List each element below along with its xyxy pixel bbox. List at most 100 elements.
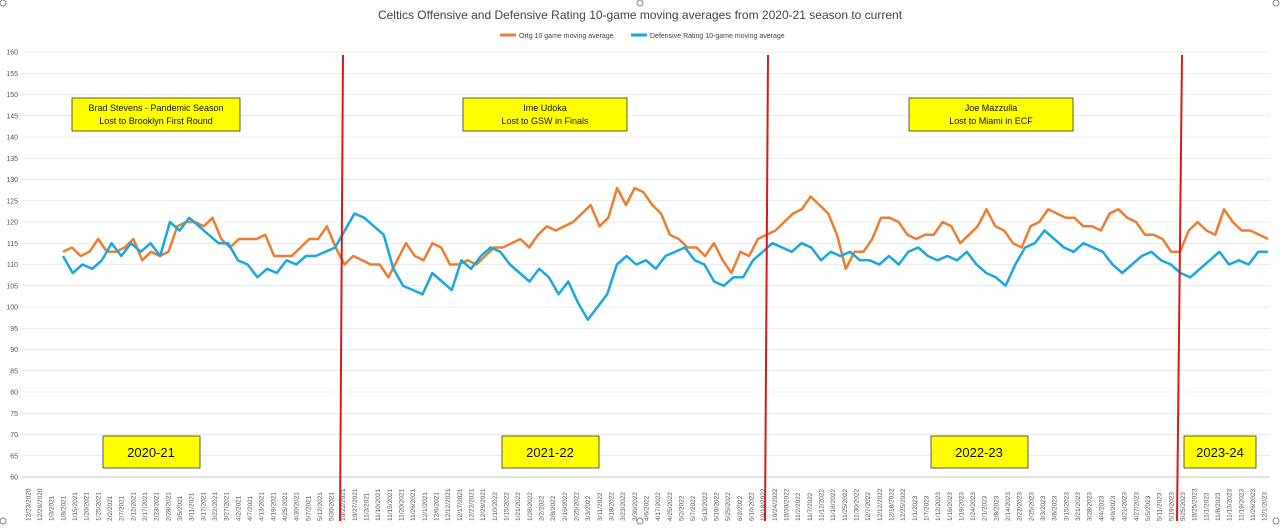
x-tick-label: 6/10/2022: [748, 492, 755, 521]
season-box-2020-21: [102, 435, 201, 469]
season-label-2020-21: 2020-21: [102, 435, 201, 469]
x-tick-label: 1/12/2023: [935, 492, 942, 521]
x-tick-label: 5/7/2022: [690, 495, 697, 521]
y-tick-label: 90: [10, 347, 18, 354]
y-tick-label: 75: [10, 411, 18, 418]
x-tick-label: 12/17/2021: [457, 488, 464, 521]
annotation-era1: Brad Stevens - Pandemic Season Lost to B…: [71, 97, 241, 132]
x-tick-label: 3/17/2021: [200, 492, 207, 521]
x-axis: 12/23/2020 12/29/2020 1/3/2021 1/8/2021 1/15…: [25, 488, 1268, 521]
x-tick-label: 3/30/2022: [632, 492, 639, 521]
y-tick-label: 120: [6, 220, 18, 227]
series-lines: [61, 186, 1269, 322]
x-tick-label: 11/8/2023: [1215, 492, 1222, 521]
x-tick-label: 5/13/2022: [702, 492, 709, 521]
x-tick-label: 3/11/2022: [597, 492, 604, 521]
selection-handle-top-right[interactable]: [1272, 0, 1280, 7]
x-tick-label: 1/16/2023: [947, 492, 954, 521]
x-tick-label: 3/28/2023: [1087, 492, 1094, 521]
legend-label-ortg: Ortg 10 game moving average: [519, 33, 614, 40]
x-tick-label: 10/22/2021: [340, 488, 347, 521]
x-tick-label: 12/12/2021: [445, 488, 452, 521]
season-box-2022-23: [930, 435, 1029, 469]
x-tick-label: 1/24/2023: [970, 492, 977, 521]
x-tick-label: 5/25/2023: [1180, 492, 1187, 521]
season-label-2021-22: 2021-22: [501, 435, 600, 469]
annotation-era1-box: [71, 97, 241, 132]
x-tick-label: 12/23/2020: [25, 488, 32, 521]
x-tick-label: 5/2/2022: [678, 495, 685, 521]
x-tick-label: 10/27/2021: [352, 488, 359, 521]
x-tick-label: 11/15/2021: [387, 489, 394, 521]
x-tick-label: 5/5/2023: [1145, 495, 1152, 521]
y-tick-label: 140: [6, 135, 18, 142]
x-tick-label: 4/25/2021: [282, 492, 289, 521]
y-axis: 60 65 70 75 80 85 90 95 100 105 110 115 120 125 130 135…: [6, 50, 1270, 482]
x-tick-label: 12/6/2021: [434, 492, 441, 521]
y-tick-label: 125: [6, 198, 18, 205]
x-tick-label: 2/17/2021: [142, 492, 149, 521]
y-tick-label: 85: [10, 368, 18, 375]
x-tick-label: 3/5/2021: [177, 495, 184, 521]
x-tick-label: 3/15/2023: [1063, 492, 1070, 521]
selection-handle-top-left[interactable]: [0, 0, 7, 7]
x-tick-label: 4/19/2021: [270, 492, 277, 521]
x-tick-label: 11/26/2023: [1250, 489, 1257, 521]
x-tick-label: 3/21/2023: [1075, 492, 1082, 521]
x-tick-label: 2/16/2022: [562, 492, 569, 521]
x-tick-label: 5/11/2023: [1157, 492, 1164, 521]
season-label-2023-24: 2023-24: [1183, 435, 1257, 469]
annotation-era1-line1: Brad Stevens - Pandemic Season: [88, 103, 223, 113]
x-tick-label: 4/30/2021: [294, 492, 301, 521]
x-tick-label: 1/15/2022: [504, 492, 511, 521]
x-tick-label: 1/3/2021: [49, 495, 56, 521]
x-tick-label: 1/1/2023: [912, 495, 919, 521]
y-tick-label: 65: [10, 453, 18, 460]
x-tick-label: 4/13/2021: [259, 492, 266, 521]
x-tick-label: 2/2/2021: [107, 495, 114, 521]
selection-handle-top-center[interactable]: [636, 0, 644, 7]
x-tick-label: 4/25/2022: [667, 492, 674, 521]
selection-handle-bottom-right[interactable]: [1272, 517, 1280, 525]
x-tick-label: 2/8/2023: [993, 495, 1000, 521]
x-tick-label: 11/18/2022: [830, 489, 837, 521]
season-label-2022-23: 2022-23: [930, 435, 1029, 469]
x-tick-label: 4/2/2021: [235, 495, 242, 521]
legend: Ortg 10 game moving average Defensive Ra…: [500, 33, 785, 40]
x-tick-label: 2/8/2022: [550, 495, 557, 521]
series-line-drtg: [61, 212, 1268, 322]
x-tick-label: 11/13/2023: [1227, 489, 1234, 521]
selection-handle-bottom-center[interactable]: [636, 517, 644, 525]
x-tick-label: 2/22/2023: [1017, 492, 1024, 521]
x-tick-label: 4/9/2023: [1110, 495, 1117, 521]
x-tick-label: 10/18/2022: [760, 488, 767, 521]
x-tick-label: 1/28/2022: [527, 492, 534, 521]
y-tick-label: 135: [6, 156, 18, 163]
x-tick-label: 12/18/2022: [888, 488, 895, 521]
y-tick-label: 105: [6, 283, 18, 290]
y-tick-label: 70: [10, 432, 18, 439]
x-tick-label: 11/10/2021: [375, 489, 382, 521]
x-tick-label: 4/4/2023: [1098, 495, 1105, 521]
season-text-2023-24: 2023-24: [1196, 445, 1244, 460]
x-tick-label: 11/25/2022: [842, 489, 849, 521]
legend-label-drtg: Defensive Rating 10-game moving average: [650, 33, 785, 40]
x-tick-label: 4/27/2023: [1133, 492, 1140, 521]
x-tick-label: 1/8/2021: [60, 495, 67, 521]
x-tick-label: 3/3/2022: [585, 495, 592, 521]
y-tick-label: 60: [10, 475, 18, 482]
x-tick-label: 2/28/2021: [165, 492, 172, 521]
x-tick-label: 1/10/2022: [492, 492, 499, 521]
y-tick-label: 150: [6, 92, 18, 99]
annotation-era3: Joe Mazzulla Lost to Miami in ECF: [908, 97, 1074, 132]
x-tick-label: 5/19/2023: [1168, 492, 1175, 521]
x-tick-label: 11/2/2022: [795, 492, 802, 521]
annotation-era3-line2: Lost to Miami in ECF: [949, 116, 1033, 126]
x-tick-label: 12/29/2021: [480, 488, 487, 521]
x-tick-label: 11/20/2021: [399, 489, 406, 521]
x-tick-label: 12/29/2020: [37, 488, 44, 521]
annotation-era1-line2: Lost to Brooklyn First Round: [99, 116, 213, 126]
x-tick-label: 12/25/2022: [900, 488, 907, 521]
x-tick-label: 2/25/2022: [574, 492, 581, 521]
selection-handle-bottom-left[interactable]: [0, 517, 7, 525]
